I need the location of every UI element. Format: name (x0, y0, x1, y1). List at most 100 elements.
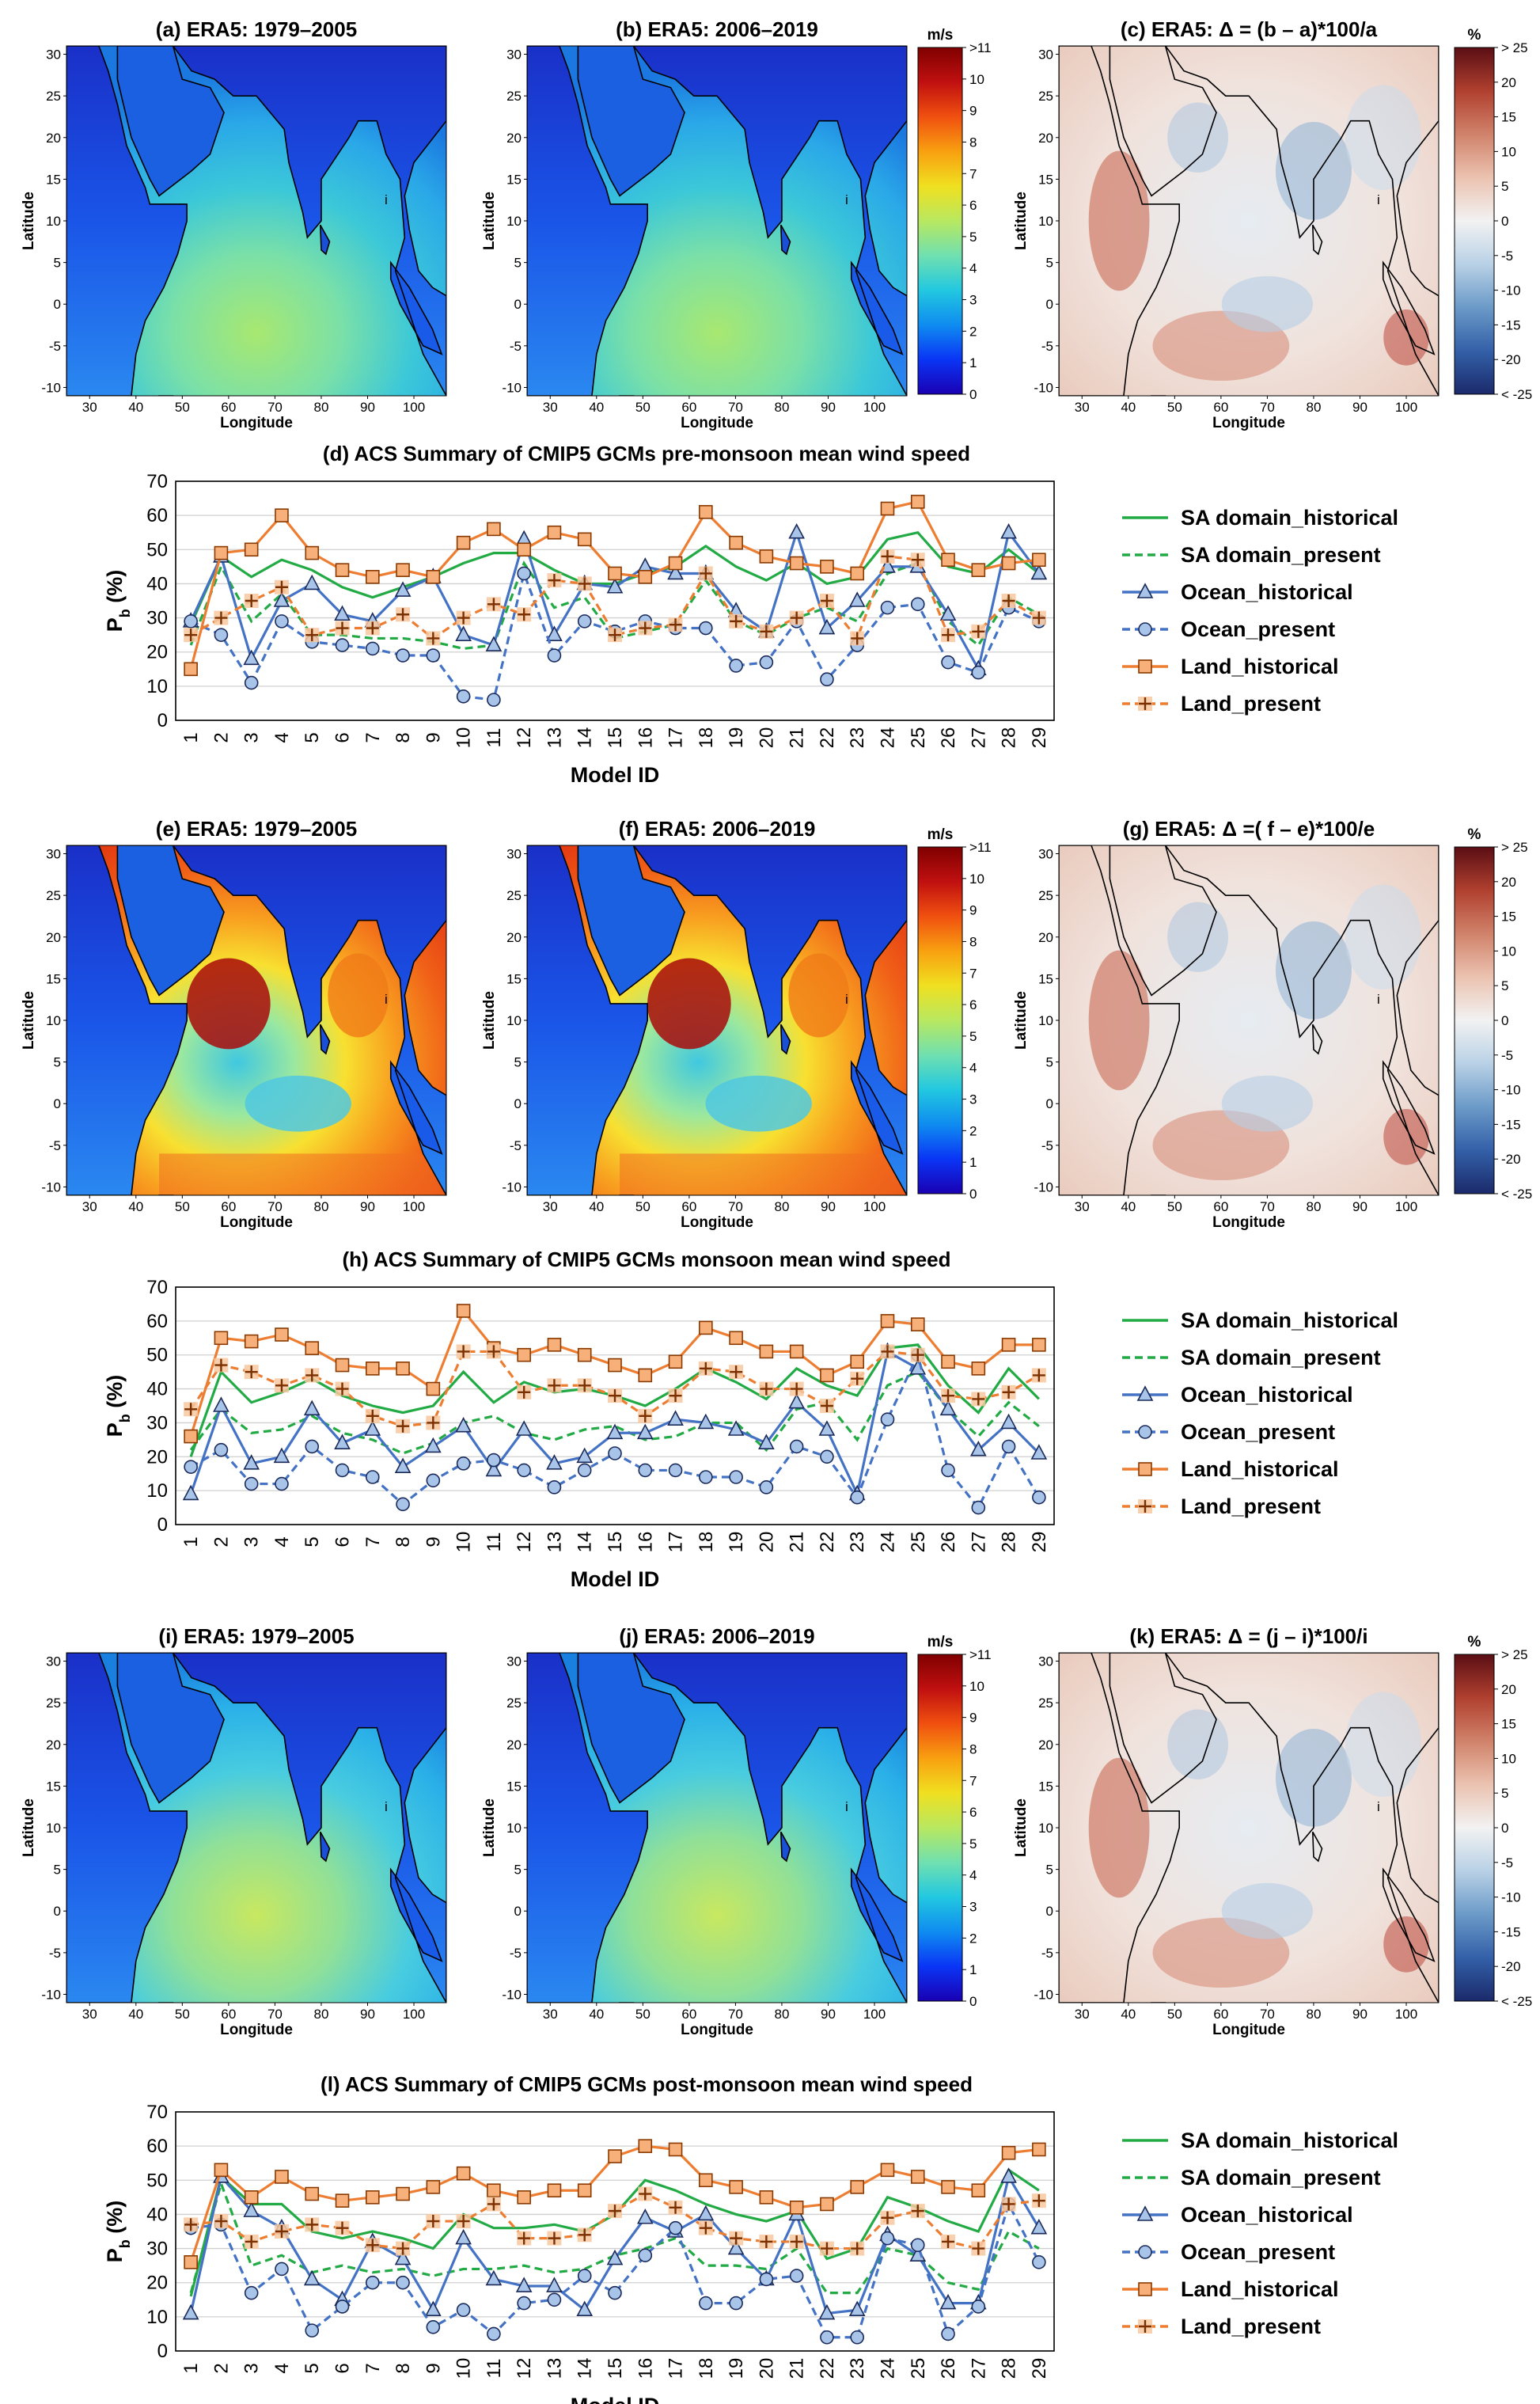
square-marker (577, 532, 592, 547)
square-marker (608, 2149, 622, 2163)
square-marker (971, 563, 986, 577)
square-marker (1138, 1462, 1152, 1476)
x-axis-title: Longitude (681, 415, 753, 431)
colorbar-tick-label: 3 (969, 1092, 977, 1107)
land-arabia (578, 845, 685, 996)
land-africa (527, 845, 648, 1195)
map-panel: i30 40 50 60 70 80 90 100302520151050-5-10Longi… (481, 17, 908, 431)
triangle-marker (334, 605, 351, 621)
circle-marker (547, 2292, 562, 2307)
triangle-marker (243, 1454, 260, 1470)
chart-title: (l) ACS Summary of CMIP5 GCMs post-monso… (321, 2072, 973, 2096)
square-marker (668, 2142, 683, 2157)
square-marker (1138, 2282, 1152, 2296)
colorbar-tick-label: >11 (969, 1647, 992, 1662)
square-marker (1001, 556, 1016, 571)
square-marker (971, 1362, 986, 1376)
plus-marker (730, 2231, 743, 2245)
square-marker (1138, 659, 1152, 674)
circle-marker (638, 2248, 653, 2262)
triangle-marker (1000, 523, 1017, 539)
triangle-marker (394, 1457, 412, 1473)
land-sumatra (851, 262, 903, 355)
circle-marker (184, 614, 198, 629)
x-tick-label: 16 (635, 1532, 656, 1553)
diff-colorbar: % > 25 20 15 10 5 0 -5 -10 -15 -20 < -25 (1454, 27, 1532, 402)
map-title: (i) ERA5: 1979–2005 (158, 1624, 354, 1648)
plus-marker (669, 2201, 682, 2214)
circle-marker (335, 638, 350, 652)
y-tick-label: 0 (514, 1904, 522, 1919)
triangle-marker (1030, 1444, 1048, 1460)
y-tick-label: 0 (157, 2341, 168, 2362)
plus-marker (820, 2242, 833, 2255)
triangle-marker (243, 2201, 260, 2217)
coastline (1164, 1653, 1439, 2003)
x-tick-label: 20 (756, 2358, 777, 2379)
coastline (779, 224, 791, 256)
plus-marker (851, 2242, 864, 2255)
x-tick-label: 17 (666, 1532, 687, 1553)
x-tick-label: 40 (1121, 2007, 1136, 2022)
circle-marker (1001, 1439, 1016, 1454)
land-africa (66, 46, 188, 396)
y-tick-label: 20 (46, 930, 61, 945)
island-label: i (385, 992, 388, 1007)
x-tick-label: 4 (271, 2363, 293, 2373)
circle-marker (789, 2269, 804, 2283)
plus-marker (396, 608, 410, 621)
x-tick-label: 1 (180, 2363, 202, 2373)
square-marker (1001, 1338, 1016, 1352)
land-srilanka (780, 225, 791, 255)
land-srilanka (320, 1024, 330, 1054)
y-tick-label: 10 (506, 214, 522, 229)
circle-marker (335, 1463, 350, 1478)
x-tick-label: 50 (635, 400, 651, 415)
coastline (1059, 845, 1180, 1195)
circle-marker (729, 2296, 743, 2311)
circle-marker (426, 648, 441, 663)
x-tick-label: 30 (1075, 1199, 1090, 1214)
x-tick-label: 100 (1395, 2007, 1417, 2022)
square-marker (789, 2201, 804, 2215)
map-panel: i30 40 50 60 70 80 90 100302520151050-5-10Longi… (21, 817, 447, 1231)
y-tick-label: 20 (146, 2273, 168, 2294)
y-tick-label: -10 (41, 1179, 61, 1194)
y-tick-label: 40 (146, 573, 168, 594)
plus-marker (699, 2221, 712, 2235)
y-tick-label: 30 (1038, 47, 1053, 63)
legend-label: Ocean_present (1181, 1420, 1335, 1444)
x-tick-label: 80 (1306, 1199, 1321, 1214)
land-sumatra (390, 1869, 442, 1962)
circle-marker (305, 2323, 320, 2338)
series-line (190, 555, 1040, 641)
circle-marker (426, 1473, 441, 1488)
triangle-marker (727, 2239, 745, 2255)
plus-marker (214, 2215, 228, 2228)
x-tick-label: 18 (696, 2358, 717, 2379)
bay-max (788, 953, 850, 1038)
x-tick-label: 23 (847, 1532, 868, 1553)
diff-anomaly (1088, 150, 1150, 291)
y-tick-label: 5 (514, 1863, 522, 1878)
x-tick-label: 20 (756, 727, 777, 749)
square-marker (214, 1331, 229, 1346)
square-marker (305, 545, 320, 560)
island-label: i (1377, 1799, 1380, 1814)
series-land-present (184, 549, 1046, 646)
x-axis-title: Model ID (571, 1567, 660, 1591)
x-tick-label: 40 (589, 400, 604, 415)
square-marker (396, 563, 410, 577)
colorbar-tick-label: 7 (969, 1773, 977, 1788)
colorbar-gradient (917, 846, 963, 1194)
land-africa (527, 46, 648, 396)
y-tick-label: 10 (506, 1821, 522, 1836)
diff-anomaly (1275, 121, 1352, 220)
square-marker (305, 1341, 320, 1355)
x-tick-label: 100 (863, 2007, 886, 2022)
colorbar-tick-label: < -25 (1501, 1994, 1532, 2009)
triangle-marker (576, 1447, 594, 1464)
plus-marker (1002, 2197, 1015, 2211)
x-tick-label: 5 (302, 2363, 323, 2373)
